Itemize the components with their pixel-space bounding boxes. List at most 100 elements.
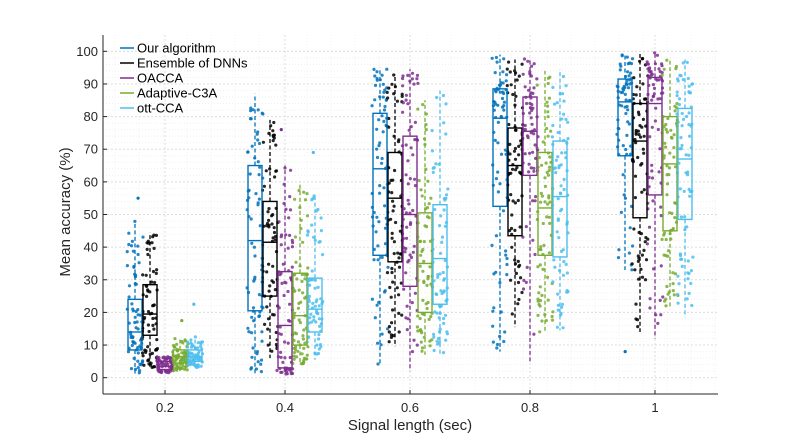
data-point: [391, 209, 395, 213]
data-point: [557, 166, 561, 170]
data-point: [642, 134, 646, 138]
data-point: [309, 312, 313, 316]
data-point: [169, 356, 173, 360]
data-point: [561, 248, 565, 252]
outlier-point: [279, 128, 283, 132]
data-point: [292, 354, 296, 358]
data-point: [262, 184, 266, 188]
data-point: [426, 277, 430, 281]
data-point: [261, 140, 265, 144]
data-point: [151, 235, 155, 239]
data-point: [442, 321, 446, 325]
data-point: [556, 197, 560, 201]
data-point: [175, 342, 179, 346]
data-point: [157, 370, 161, 374]
data-point: [271, 280, 276, 284]
data-point: [516, 280, 521, 285]
data-point: [662, 253, 666, 257]
data-point: [673, 216, 677, 220]
data-point: [550, 314, 554, 319]
data-point: [318, 324, 322, 328]
data-point: [404, 173, 408, 177]
data-point: [671, 226, 675, 231]
data-point: [146, 288, 150, 292]
data-point: [282, 293, 286, 298]
data-point: [291, 241, 295, 245]
data-point: [378, 141, 382, 145]
data-point: [531, 199, 535, 203]
data-point: [277, 220, 281, 224]
data-point: [665, 130, 670, 134]
data-point: [666, 249, 671, 253]
data-point: [651, 199, 655, 203]
data-point: [247, 330, 251, 334]
data-point: [546, 104, 550, 108]
data-point: [416, 329, 420, 333]
data-point: [383, 242, 388, 246]
data-point: [422, 259, 426, 263]
data-point: [275, 368, 279, 373]
iqr-box: [617, 78, 633, 157]
data-point: [679, 215, 684, 219]
data-point: [528, 151, 532, 155]
data-point: [272, 120, 276, 125]
data-point: [142, 363, 146, 367]
data-point: [286, 246, 290, 250]
data-point: [255, 132, 259, 136]
data-point: [299, 300, 303, 304]
data-point: [688, 134, 692, 138]
data-point: [430, 129, 434, 133]
data-point: [511, 92, 515, 97]
data-point: [253, 277, 257, 281]
box-our-algorithm-1: [617, 52, 633, 270]
data-point: [564, 117, 568, 121]
data-point: [398, 229, 402, 233]
data-point: [517, 297, 521, 302]
data-point: [621, 173, 625, 177]
data-point: [143, 348, 147, 352]
data-point: [627, 122, 632, 126]
data-point: [647, 67, 651, 71]
data-point: [258, 165, 262, 169]
data-point: [651, 94, 656, 98]
data-point: [317, 347, 321, 351]
data-point: [272, 230, 277, 235]
data-point: [151, 269, 156, 274]
data-point: [509, 171, 513, 175]
data-point: [564, 84, 568, 88]
y-tick-label: 10: [84, 338, 98, 353]
data-point: [145, 247, 149, 251]
data-point: [658, 147, 662, 151]
data-point: [644, 236, 648, 240]
data-point: [521, 287, 526, 291]
box-adaptive-c3a-0.4: [292, 181, 308, 365]
data-point: [370, 297, 374, 301]
data-point: [649, 70, 653, 74]
data-point: [542, 243, 546, 247]
iqr-box: [552, 140, 568, 258]
data-point: [641, 82, 645, 86]
legend-item: Adaptive-C3A: [120, 86, 218, 101]
data-point: [501, 209, 506, 213]
data-point: [566, 137, 570, 141]
data-point: [505, 273, 509, 277]
data-point: [165, 361, 169, 365]
data-point: [502, 108, 506, 112]
data-point: [618, 68, 622, 72]
y-tick-label: 50: [84, 207, 98, 222]
data-point: [684, 153, 688, 157]
data-point: [263, 322, 267, 326]
data-point: [536, 297, 540, 301]
data-point: [296, 306, 300, 310]
data-point: [689, 281, 693, 286]
box-adaptive-c3a-0.2: [172, 338, 188, 372]
data-point: [546, 173, 551, 177]
data-point: [519, 276, 523, 280]
data-point: [387, 86, 391, 90]
data-point: [560, 305, 564, 309]
data-point: [420, 349, 424, 353]
data-point: [287, 318, 291, 323]
data-point: [549, 129, 553, 133]
y-tick-label: 100: [76, 44, 98, 59]
